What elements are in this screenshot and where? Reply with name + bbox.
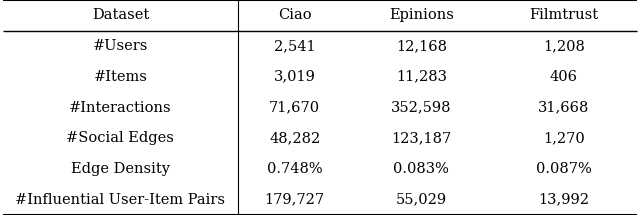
Text: 13,992: 13,992: [538, 193, 589, 207]
Text: Epinions: Epinions: [389, 8, 454, 22]
Text: 12,168: 12,168: [396, 39, 447, 53]
Text: 3,019: 3,019: [274, 70, 316, 84]
Text: Filmtrust: Filmtrust: [529, 8, 598, 22]
Text: 352,598: 352,598: [391, 100, 452, 115]
Text: 179,727: 179,727: [264, 193, 324, 207]
Text: Edge Density: Edge Density: [71, 162, 170, 176]
Text: 123,187: 123,187: [391, 131, 451, 145]
Text: 71,670: 71,670: [269, 100, 320, 115]
Text: 0.087%: 0.087%: [536, 162, 592, 176]
Text: #Influential User-Item Pairs: #Influential User-Item Pairs: [15, 193, 225, 207]
Text: 406: 406: [550, 70, 578, 84]
Text: 1,208: 1,208: [543, 39, 585, 53]
Text: 31,668: 31,668: [538, 100, 589, 115]
Text: Dataset: Dataset: [92, 8, 149, 22]
Text: #Items: #Items: [93, 70, 147, 84]
Text: 11,283: 11,283: [396, 70, 447, 84]
Text: 0.083%: 0.083%: [394, 162, 449, 176]
Text: 0.748%: 0.748%: [267, 162, 323, 176]
Text: 2,541: 2,541: [274, 39, 316, 53]
Text: Ciao: Ciao: [278, 8, 312, 22]
Text: #Social Edges: #Social Edges: [67, 131, 174, 145]
Text: 55,029: 55,029: [396, 193, 447, 207]
Text: #Interactions: #Interactions: [69, 100, 172, 115]
Text: 1,270: 1,270: [543, 131, 585, 145]
Text: #Users: #Users: [93, 39, 148, 53]
Text: 48,282: 48,282: [269, 131, 320, 145]
